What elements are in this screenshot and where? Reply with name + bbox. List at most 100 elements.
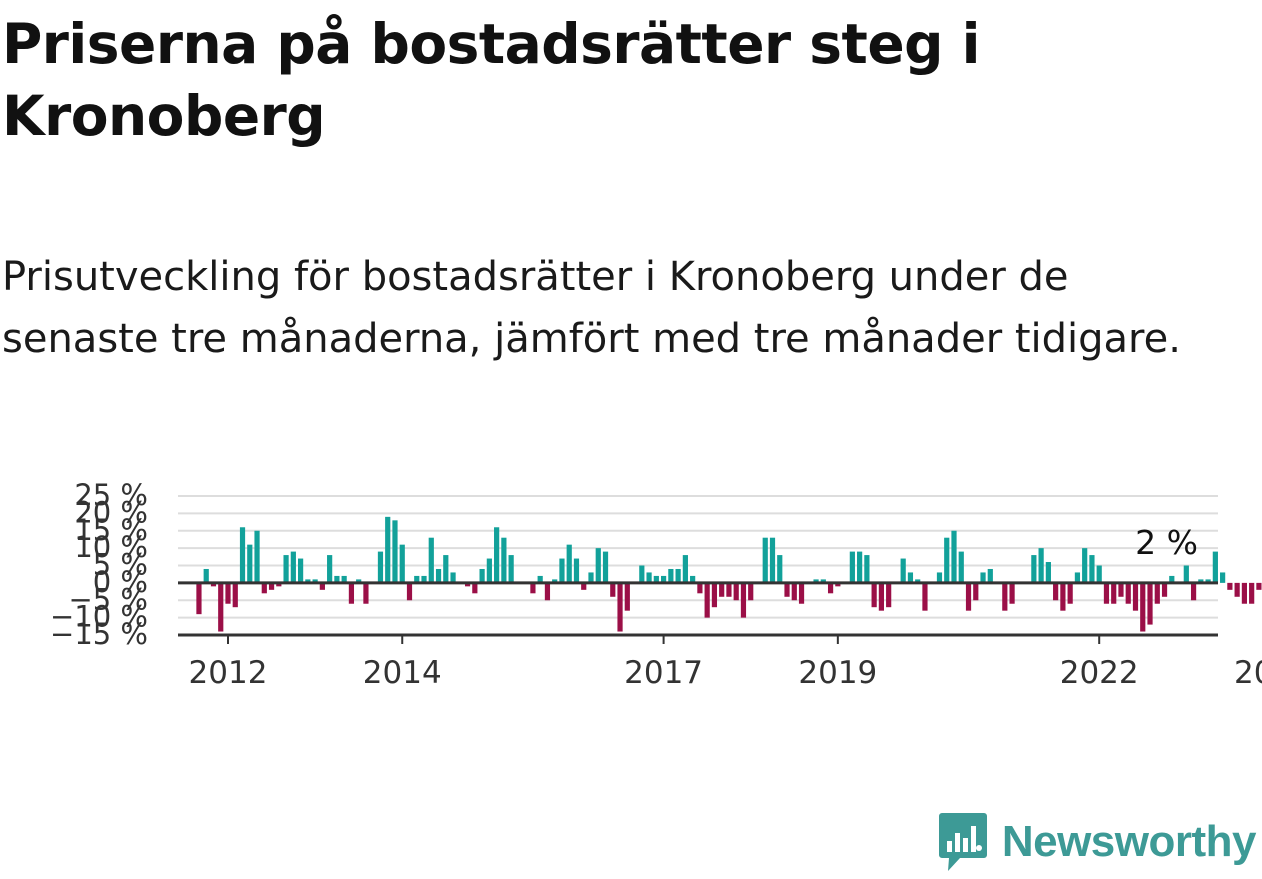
bar [777,555,783,583]
bar [261,582,267,594]
bar [1067,582,1073,604]
bar [951,530,957,583]
bar [704,582,710,618]
bar [690,575,696,583]
bar [581,582,587,590]
bar [682,555,688,583]
bar [1125,582,1131,604]
bar [537,575,543,583]
bar [639,565,645,583]
bar [399,544,405,583]
bar [421,575,427,583]
x-tick-label: 2017 [624,655,703,691]
bar [1234,582,1240,597]
bar [552,579,558,583]
bar [1154,582,1160,604]
bar [878,582,884,611]
bar [697,582,703,594]
bar [290,551,296,583]
bar [661,575,667,583]
bar [341,575,347,583]
bar [1038,548,1044,583]
bar [544,582,551,601]
bar [268,582,275,590]
bar-chart-speech-bubble-icon [938,813,987,871]
bar [377,551,384,583]
bar [1053,582,1059,601]
x-tick-label: 2024 [1234,655,1262,691]
bar-chart: 25 %20 %15 %10 %5 %0 %−5 %−10 %−15 % 2012… [50,478,1262,691]
bar [748,582,754,601]
bar [1227,582,1233,590]
bar [312,579,318,583]
bar [958,551,964,583]
page-subtitle: Prisutveckling för bostadsrätter i Krono… [2,254,1181,362]
bar [900,558,906,583]
bar [791,582,797,601]
bar [334,575,340,583]
bar [1220,572,1226,583]
bar [472,582,478,594]
bar [464,582,471,587]
bar [559,558,565,583]
bar [1161,582,1168,597]
y-tick-label: 15 % [74,513,148,547]
bar [726,582,732,597]
bar [566,544,572,583]
bar [305,579,311,583]
bar [348,582,355,604]
bar [392,520,398,583]
bar [719,582,725,597]
y-tick-label: 25 % [74,478,148,512]
bar [210,582,217,587]
y-tick-label: 10 % [74,530,148,564]
x-tick-label: 2012 [189,655,268,691]
x-tick-label: 2022 [1060,655,1139,691]
bar [356,579,362,583]
bar [1241,582,1247,604]
bar [1212,551,1218,583]
page-title: Priserna på bostadsrätter steg i Kronobe… [2,12,981,148]
bar [624,582,630,611]
bar [980,572,986,583]
bar [247,544,253,583]
bar [733,582,739,601]
bar [835,582,841,587]
x-tick-label: 2019 [798,655,877,691]
bar [922,582,928,611]
bar [1002,582,1008,611]
bar [740,582,747,618]
bar [203,568,209,583]
bar [1183,565,1189,583]
bar [907,572,914,583]
bar [1009,582,1015,604]
bar [602,551,609,583]
bar [886,582,892,608]
bar [1205,579,1211,583]
bar [646,572,652,583]
bar [617,582,623,632]
x-tick-label: 2014 [363,655,442,691]
bar [1045,562,1051,583]
bar [479,568,485,583]
bar [675,568,681,583]
bar [1060,582,1066,611]
last-value-label: 2 % [1135,523,1198,562]
y-tick-label: 20 % [74,495,148,529]
bar [1147,582,1153,625]
bar [530,582,536,594]
bar [769,537,776,583]
bar [573,558,580,583]
bar [443,555,449,583]
y-tick-label: 0 % [93,565,148,599]
bar [1198,579,1204,583]
bar [653,575,659,583]
y-tick-label: −5 % [68,582,148,616]
bar [363,582,369,604]
bar [784,582,790,597]
bar [254,530,260,583]
tick-labels: 25 %20 %15 %10 %5 %0 %−5 %−10 %−15 % 2012… [50,478,1262,691]
bar [1082,548,1088,583]
bar [813,579,819,583]
bar [711,582,718,608]
